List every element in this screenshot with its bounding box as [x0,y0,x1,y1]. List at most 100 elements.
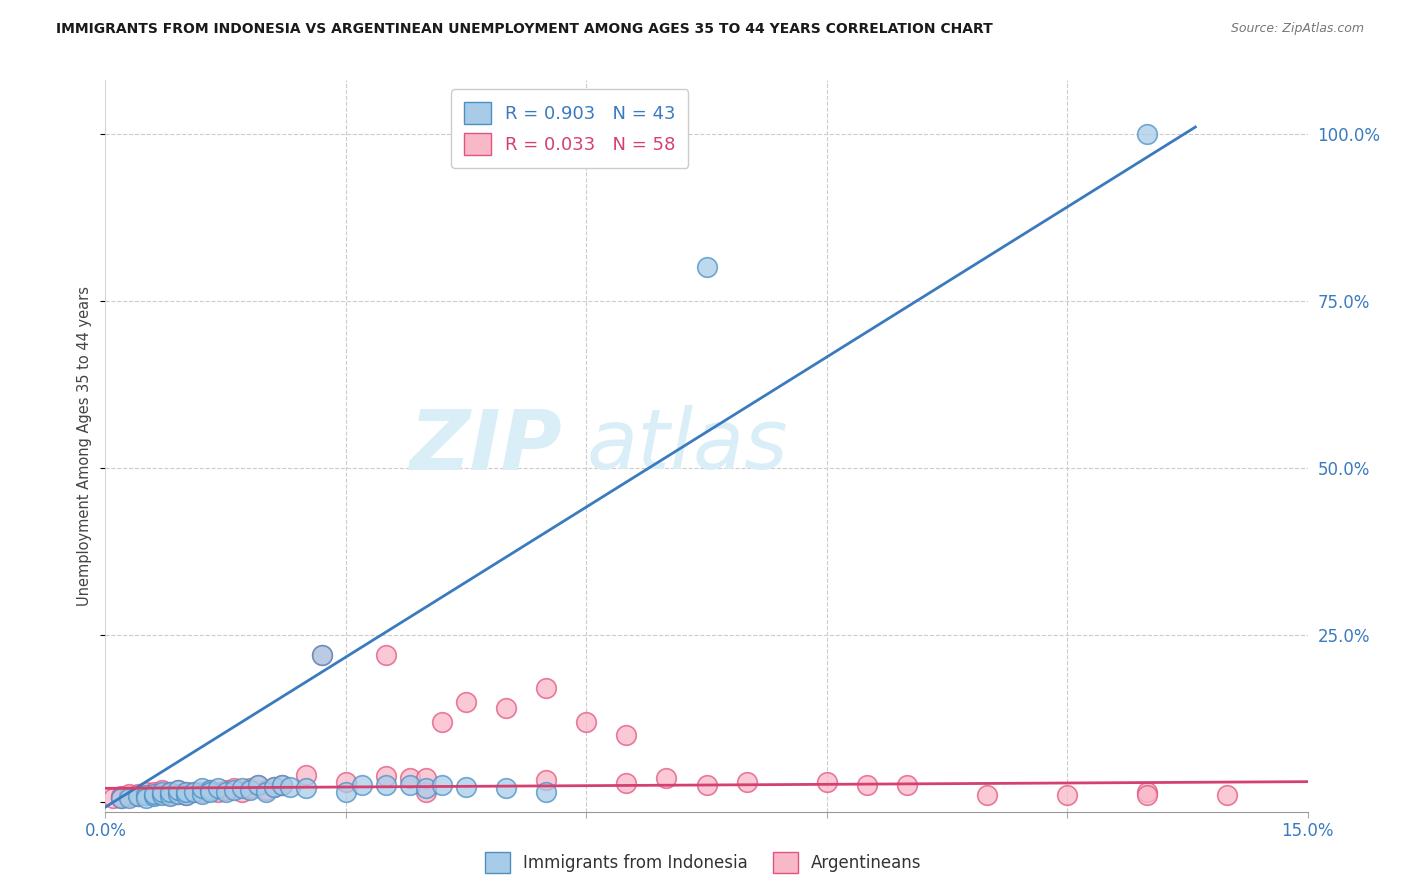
Point [976,788,998,802]
Point [430,714,453,729]
Point [231,785,253,799]
Point [222,782,245,797]
Point [135,791,157,805]
Text: IMMIGRANTS FROM INDONESIA VS ARGENTINEAN UNEMPLOYMENT AMONG AGES 35 TO 44 YEARS : IMMIGRANTS FROM INDONESIA VS ARGENTINEAN… [56,22,993,37]
Point [399,772,422,786]
Point [295,781,318,796]
Point [231,781,253,796]
Point [127,787,149,801]
Point [815,774,838,789]
Point [350,778,373,792]
Y-axis label: Unemployment Among Ages 35 to 44 years: Unemployment Among Ages 35 to 44 years [77,286,93,606]
Point [335,785,357,799]
Point [374,778,398,792]
Point [190,787,212,801]
Point [166,787,188,801]
Point [616,728,638,742]
Point [110,789,132,804]
Point [142,789,165,804]
Point [174,785,197,799]
Point [399,778,422,792]
Point [1136,788,1159,802]
Point [295,768,318,782]
Point [263,780,285,794]
Point [534,773,557,788]
Point [159,785,181,799]
Point [150,782,173,797]
Point [335,774,357,789]
Text: ZIP: ZIP [409,406,562,486]
Point [246,778,269,792]
Point [118,787,141,801]
Text: Source: ZipAtlas.com: Source: ZipAtlas.com [1230,22,1364,36]
Point [127,789,149,804]
Point [214,782,236,797]
Point [166,782,188,797]
Point [190,785,212,799]
Point [270,778,292,792]
Point [263,780,285,794]
Point [696,260,718,275]
Point [207,781,229,796]
Point [150,785,173,799]
Point [374,769,398,783]
Point [311,648,333,662]
Point [735,774,758,789]
Point [110,791,132,805]
Legend: R = 0.903   N = 43, R = 0.033   N = 58: R = 0.903 N = 43, R = 0.033 N = 58 [451,89,689,168]
Point [415,781,437,796]
Point [150,788,173,802]
Point [454,780,477,794]
Point [454,694,477,708]
Point [374,648,398,662]
Point [110,791,132,805]
Point [495,781,517,796]
Point [174,788,197,802]
Text: atlas: atlas [586,406,787,486]
Point [222,781,245,796]
Point [135,785,157,799]
Point [495,701,517,715]
Point [166,782,188,797]
Point [534,681,557,695]
Point [207,785,229,799]
Point [254,782,277,797]
Point [198,785,221,799]
Point [311,648,333,662]
Point [135,788,157,802]
Point [246,778,269,792]
Point [1136,785,1159,799]
Point [214,785,236,799]
Point [278,780,301,794]
Point [135,788,157,802]
Point [430,778,453,792]
Point [183,785,205,799]
Point [190,781,212,796]
Point [855,778,877,792]
Point [696,778,718,792]
Point [415,785,437,799]
Point [415,772,437,786]
Point [174,788,197,802]
Point [118,791,141,805]
Point [534,785,557,799]
Point [159,788,181,802]
Point [655,772,678,786]
Point [1136,127,1159,141]
Point [1216,788,1239,802]
Point [142,788,165,802]
Point [1056,788,1078,802]
Point [270,778,292,792]
Point [103,791,125,805]
Point [254,785,277,799]
Point [150,787,173,801]
Point [198,782,221,797]
Point [166,787,188,801]
Point [142,785,165,799]
Point [896,778,918,792]
Point [575,714,598,729]
Legend: Immigrants from Indonesia, Argentineans: Immigrants from Indonesia, Argentineans [478,846,928,880]
Point [159,785,181,799]
Point [198,782,221,797]
Point [118,789,141,804]
